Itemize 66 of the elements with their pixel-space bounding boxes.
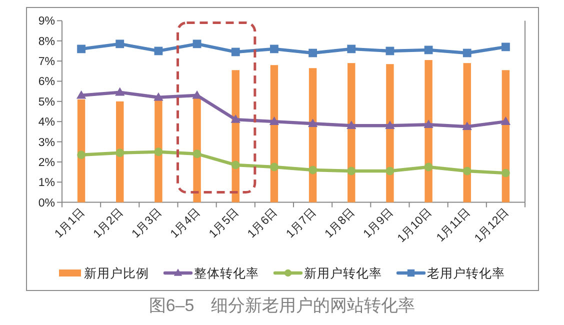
y-tick-label: 6% — [38, 76, 55, 88]
y-tick-label: 5% — [38, 96, 55, 108]
bar — [193, 98, 201, 202]
point — [462, 166, 472, 176]
point — [231, 48, 240, 56]
point — [424, 162, 433, 172]
bar — [154, 98, 162, 202]
point — [77, 44, 86, 54]
point — [154, 148, 163, 156]
x-tick-label: 1月3日 — [129, 205, 165, 240]
x-tick-label: 1月4日 — [168, 205, 204, 240]
point — [502, 168, 510, 178]
point — [346, 120, 356, 129]
point — [308, 166, 317, 174]
point — [116, 40, 124, 48]
y-tick-label: 3% — [38, 136, 55, 149]
x-tick-label: 1月11日 — [434, 205, 474, 244]
point — [462, 48, 472, 58]
point — [230, 114, 240, 123]
text: 图6–5 细分新老用户的网站转化率 — [148, 296, 416, 315]
point — [347, 166, 356, 176]
x-tick-label: 1月2日 — [90, 205, 126, 240]
y-tick-label: 9% — [38, 16, 55, 28]
x-tick-label: 1月8日 — [322, 205, 358, 240]
x-tick-label: 1月1日 — [52, 205, 88, 240]
point — [424, 120, 434, 128]
point — [192, 150, 202, 158]
x-tick-label: 1月12日 — [472, 205, 512, 245]
point — [269, 116, 280, 125]
y-tick-label: 0% — [38, 197, 55, 210]
point — [502, 42, 510, 52]
point — [500, 116, 511, 125]
point — [192, 40, 202, 48]
point — [115, 87, 125, 96]
point — [77, 150, 86, 160]
point — [347, 44, 356, 54]
x-tick-label: 1月7日 — [284, 205, 319, 240]
y-tick-label: 1% — [38, 177, 55, 190]
legend-label: 新用户比例 — [84, 266, 149, 280]
y-tick-label: 2% — [38, 156, 55, 169]
point — [154, 46, 163, 56]
bar — [424, 60, 432, 202]
y-tick-label: 4% — [38, 116, 55, 129]
bar — [77, 99, 86, 202]
point — [154, 92, 164, 101]
legend-label: 新用户转化率 — [304, 266, 382, 280]
point — [76, 90, 86, 99]
y-tick-label: 7% — [38, 56, 55, 68]
point — [270, 44, 278, 54]
y-tick-label: 8% — [38, 36, 55, 48]
point — [424, 46, 433, 54]
point — [308, 118, 318, 127]
point — [462, 122, 472, 130]
point — [386, 46, 394, 56]
x-tick-label: 1月5日 — [206, 205, 242, 240]
x-tick-label: 1月6日 — [245, 205, 280, 240]
x-tick-label: 1月10日 — [394, 205, 435, 245]
legend-label: 老用户转化率 — [427, 266, 505, 280]
bar — [270, 65, 278, 202]
x-tick-label: 1月9日 — [360, 205, 396, 240]
point — [116, 148, 124, 158]
point — [270, 162, 278, 172]
legend-label: 整体转化率 — [194, 266, 259, 280]
bar — [116, 101, 124, 202]
point — [231, 160, 240, 170]
point — [308, 48, 317, 58]
